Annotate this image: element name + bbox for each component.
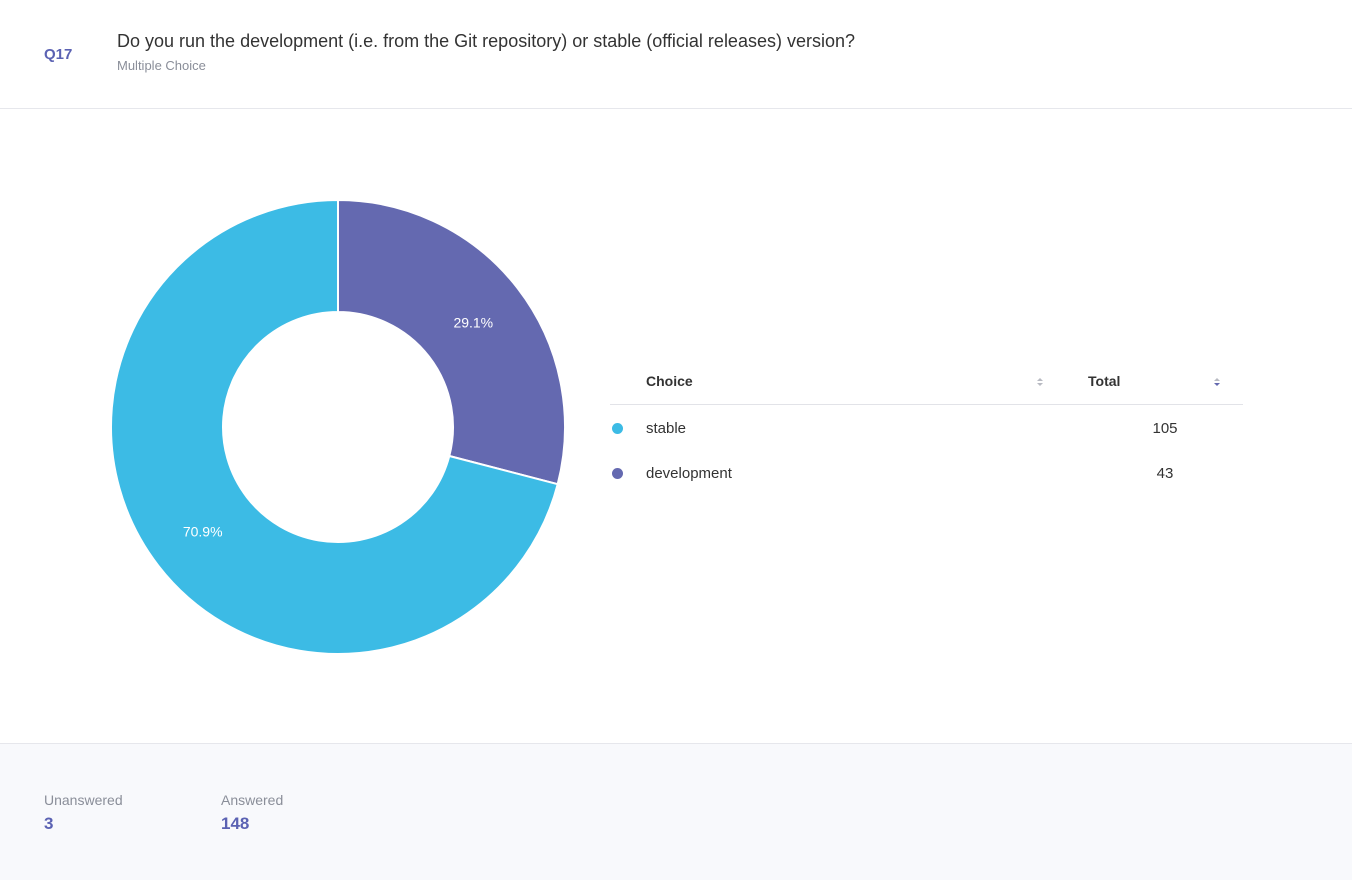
legend-dot-stable [612,423,623,434]
choice-label: development [646,465,732,482]
response-stats: Unanswered 3 Answered 148 [0,743,1352,880]
total-column-header[interactable]: Total [1088,373,1121,389]
question-title: Do you run the development (i.e. from th… [117,31,855,51]
results-table: Choice Total stable 105 development 43 [610,360,1243,495]
slice-label-stable: 70.9% [183,524,223,540]
choice-total: 105 [1152,420,1178,437]
answered-label: Answered [221,792,284,808]
unanswered-stat: Unanswered 3 [44,792,123,834]
slice-label-development: 29.1% [453,314,493,330]
unanswered-label: Unanswered [44,792,123,808]
legend-dot-development [612,468,623,479]
sort-icon[interactable] [1213,375,1221,389]
unanswered-value: 3 [44,814,54,833]
slice-stable[interactable] [110,198,559,655]
choice-label: stable [646,420,687,437]
donut-chart: 29.1% 70.9% [110,198,566,655]
answered-value: 148 [221,814,250,833]
table-row: stable 105 [610,405,1243,450]
choice-total: 43 [1156,465,1174,482]
choice-column-header[interactable]: Choice [646,373,693,389]
sort-icon[interactable] [1036,375,1044,389]
table-row: development 43 [610,450,1243,495]
question-header: Q17 Do you run the development (i.e. fro… [0,0,1352,109]
question-type: Multiple Choice [117,58,206,73]
slice-development[interactable] [337,198,566,486]
table-header-row: Choice Total [610,360,1243,405]
answered-stat: Answered 148 [221,792,283,834]
question-number: Q17 [44,46,73,63]
